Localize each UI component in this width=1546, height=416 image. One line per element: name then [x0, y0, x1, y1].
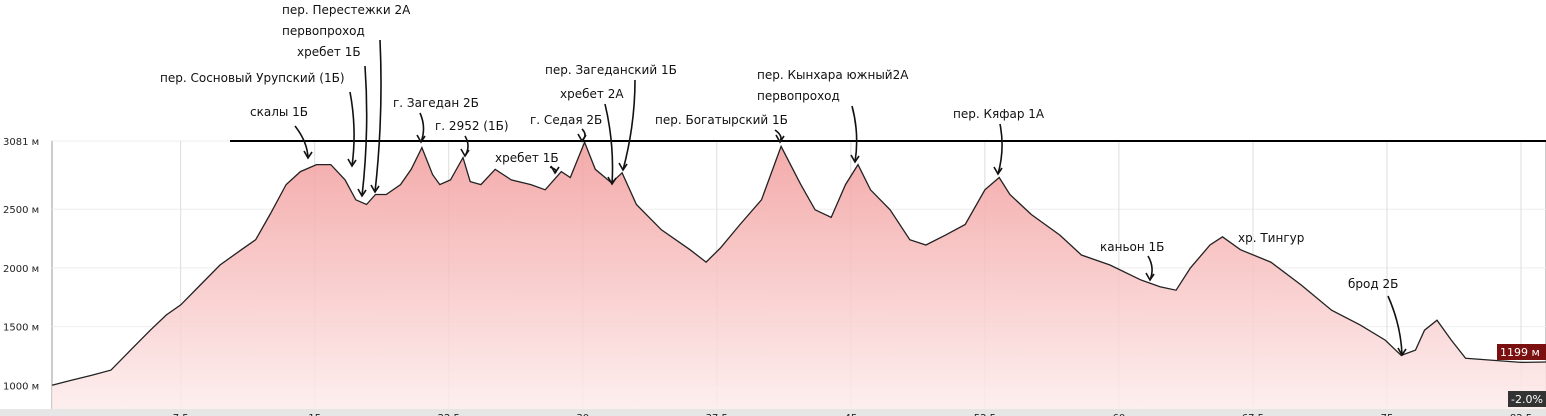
arrow-head — [993, 166, 1003, 176]
arrow-head — [1145, 272, 1155, 282]
annotation: скалы 1Б — [250, 105, 308, 119]
annotation: первопроход — [757, 89, 840, 103]
annotation: пер. Перестежки 2А — [282, 3, 411, 17]
arrow-head — [357, 188, 367, 198]
arrow — [1387, 295, 1403, 356]
arrow — [349, 91, 355, 167]
x-tick-label: 45 — [844, 413, 857, 416]
x-tick-label: 37.5 — [706, 413, 728, 416]
arrow — [997, 123, 1003, 175]
annotation: хребет 2А — [560, 87, 624, 101]
arrow — [604, 103, 614, 185]
annotation: хр. Тингур — [1238, 231, 1304, 245]
x-axis-bar — [0, 409, 1546, 416]
x-tick-label: 7.5 — [173, 413, 189, 416]
elevation-line — [51, 140, 1546, 386]
annotation: брод 2Б — [1348, 277, 1398, 291]
arrow-head — [1397, 347, 1407, 357]
y-tick-label: 2000 м — [3, 264, 39, 275]
arrow-head — [460, 148, 470, 158]
grade-box — [1508, 391, 1546, 407]
x-tick-label: 22.5 — [438, 413, 460, 416]
x-tick-label: 52.5 — [974, 413, 996, 416]
arrow-head — [607, 176, 617, 186]
annotation: г. Седая 2Б — [530, 113, 602, 127]
annotation: первопроход — [282, 24, 365, 38]
arrow-head — [850, 154, 860, 164]
arrow-head — [370, 184, 380, 194]
x-tick-label: 75 — [1381, 413, 1394, 416]
annotation: г. 2952 (1Б) — [435, 119, 509, 133]
annotation: пер. Богатырский 1Б — [655, 113, 788, 127]
arrow — [851, 105, 858, 163]
arrow-head — [347, 158, 357, 168]
x-tick-label: 60 — [1113, 413, 1126, 416]
arrow-head — [618, 162, 628, 172]
arrow-head — [577, 133, 587, 143]
y-tick-label: 3081 м — [3, 137, 39, 148]
annotation: хребет 1Б — [297, 45, 361, 59]
marker-label: 1199 м — [1500, 346, 1540, 359]
y-tick-label: 1000 м — [3, 381, 39, 392]
elevation-area — [52, 142, 1546, 411]
annotation: каньон 1Б — [1100, 240, 1164, 254]
arrow — [374, 39, 382, 193]
annotation: пер. Кяфар 1А — [953, 107, 1045, 121]
arrow-head — [416, 134, 426, 144]
grade-label: -2.0% — [1511, 393, 1543, 406]
marker-box — [1497, 344, 1546, 360]
x-tick-label: 30 — [576, 413, 589, 416]
annotation: пер. Загеданский 1Б — [545, 63, 677, 77]
annotation: хребет 1Б — [495, 151, 559, 165]
arrow-head — [775, 134, 785, 144]
arrow — [622, 79, 636, 171]
arrow — [294, 125, 309, 159]
annotation: пер. Сосновый Урупский (1Б) — [160, 71, 345, 85]
x-tick-label: 15 — [308, 413, 321, 416]
arrow — [361, 65, 368, 197]
x-tick-label: 67.5 — [1242, 413, 1264, 416]
arrow-head — [550, 165, 560, 175]
annotation: г. Загедан 2Б — [393, 96, 479, 110]
y-tick-label: 2500 м — [3, 205, 39, 216]
annotation: пер. Кынхара южный2А — [757, 68, 909, 82]
y-tick-label: 1500 м — [3, 323, 39, 334]
x-tick-label: 82.5 — [1510, 413, 1532, 416]
arrow-head — [303, 150, 313, 160]
